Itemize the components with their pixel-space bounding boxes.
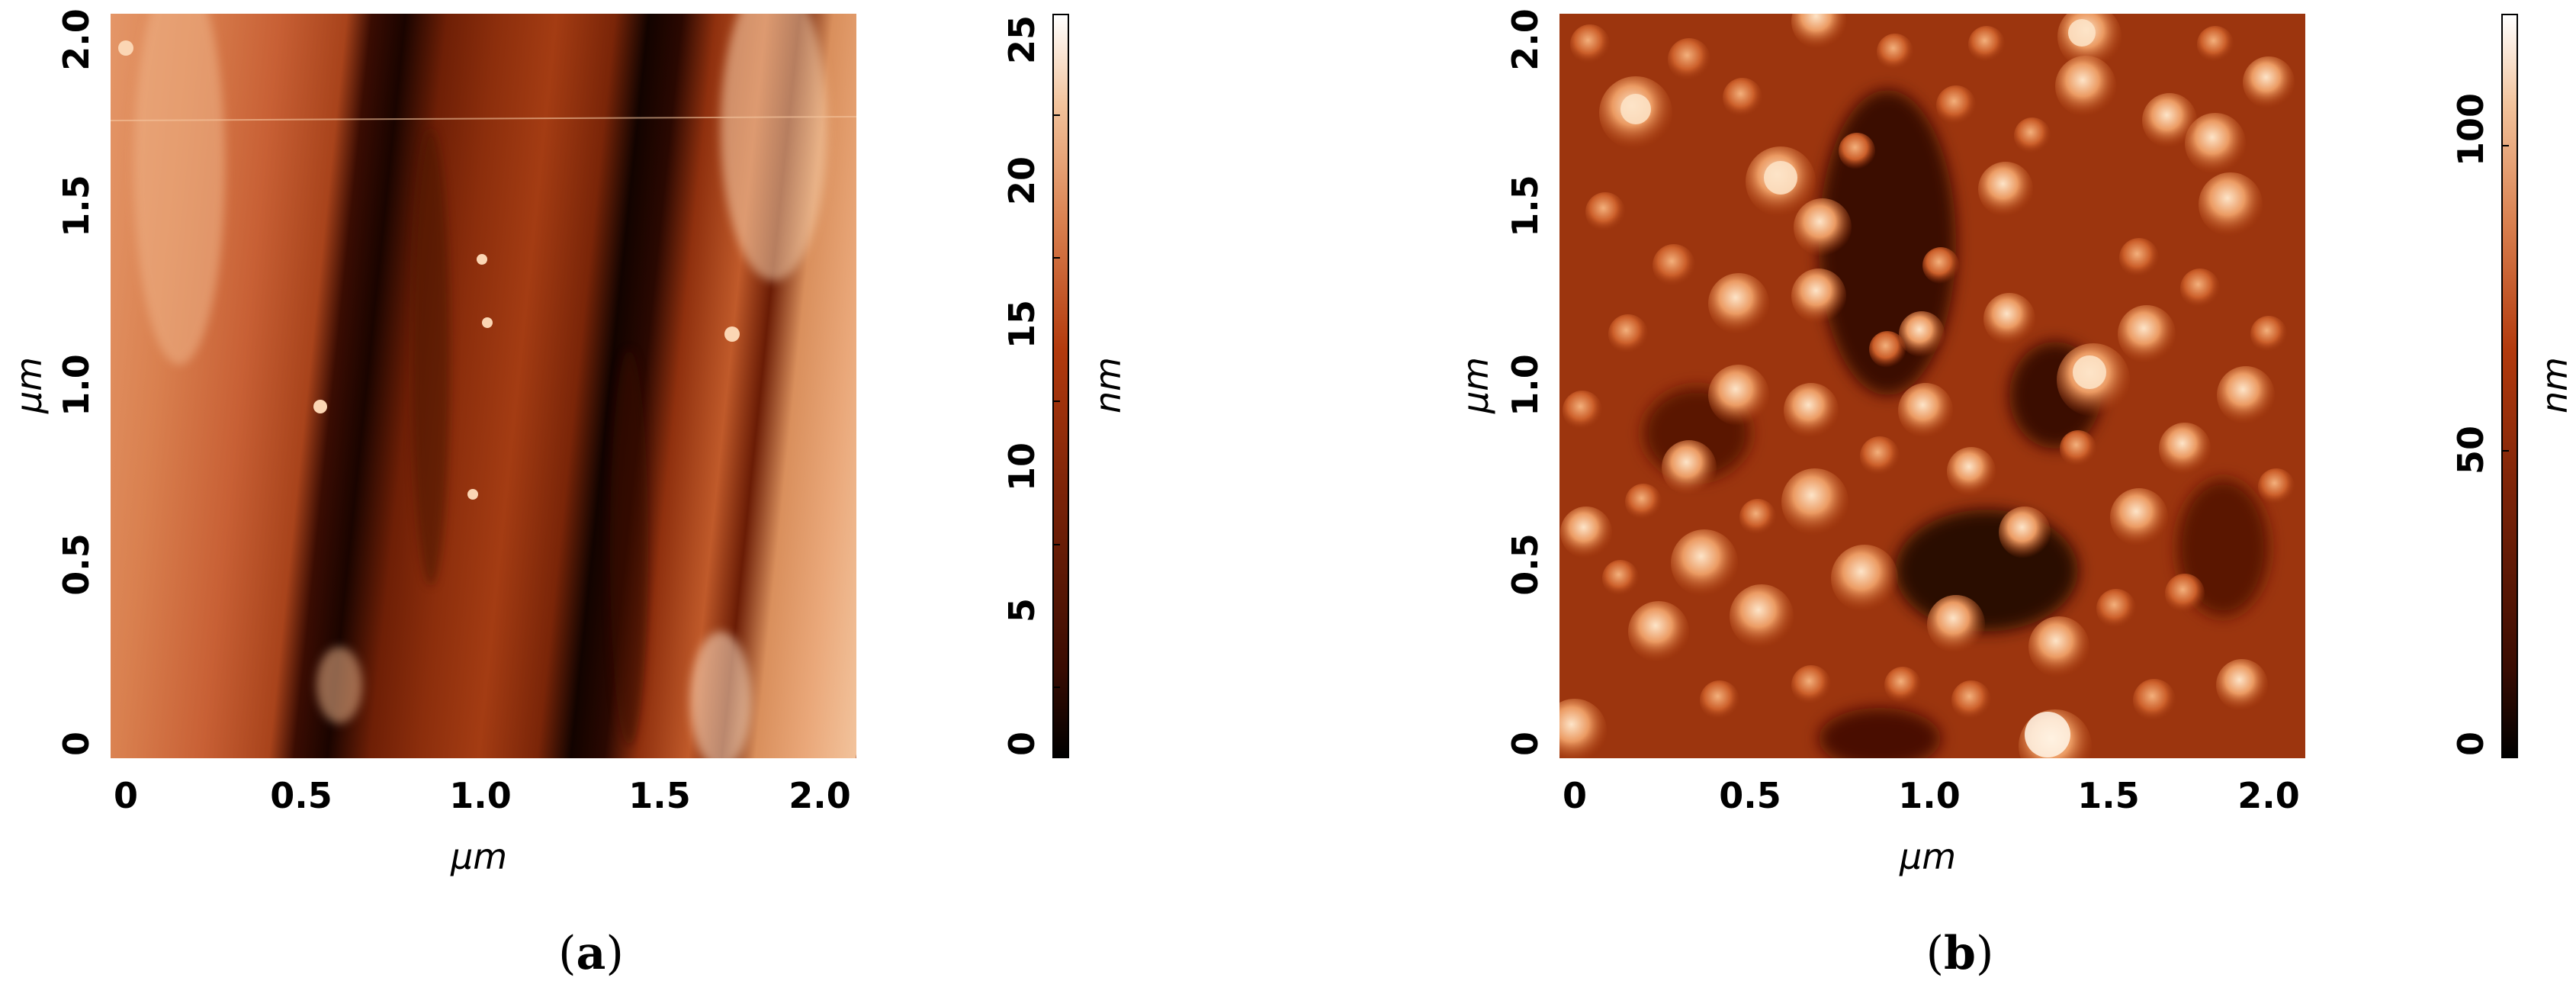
x-tick-label: 0.5 — [1719, 775, 1781, 816]
x-tick-label: 1.5 — [628, 775, 691, 816]
colorbar-tick-label: 0 — [2450, 731, 2491, 757]
x-tick-label: 1.0 — [1898, 775, 1961, 816]
colorbar-tick-label: 15 — [1001, 299, 1042, 349]
colorbar-tick-label: 25 — [1001, 14, 1042, 65]
colorbar-tick-mark — [2501, 145, 2509, 146]
y-tick-label: 1.5 — [56, 175, 97, 237]
colorbar-tick-mark — [2501, 450, 2509, 452]
x-tick-label: 0.5 — [270, 775, 332, 816]
x-tick-label: 0 — [1562, 775, 1588, 816]
y-axis-title: μm — [1455, 356, 1496, 414]
colorbar-tick-label: 0 — [1001, 731, 1042, 757]
afm-texture-a — [111, 14, 856, 758]
y-tick-label: 1.0 — [1505, 354, 1546, 416]
colorbar-tick-label: 50 — [2450, 425, 2491, 475]
colorbar-tick-label: 100 — [2450, 92, 2491, 167]
x-tick-label: 2.0 — [2237, 775, 2300, 816]
x-tick-label: 0 — [113, 775, 139, 816]
afm-height-image-a — [111, 14, 856, 758]
y-axis-title: μm — [8, 356, 50, 414]
afm-texture-b — [1559, 14, 2305, 758]
colorbar-unit: nm — [1087, 357, 1129, 413]
y-tick-label: 1.5 — [1505, 175, 1546, 237]
x-tick-label: 1.5 — [2077, 775, 2140, 816]
y-tick-label: 1.0 — [56, 354, 97, 416]
colorbar-tick-mark — [1052, 257, 1060, 259]
panel-label-a: (a) — [558, 927, 624, 980]
y-tick-label: 0 — [1505, 731, 1546, 757]
x-tick-label: 2.0 — [789, 775, 851, 816]
colorbar-tick-mark — [1052, 544, 1060, 545]
colorbar-b — [2501, 14, 2518, 758]
colorbar-a — [1052, 14, 1069, 758]
y-tick-label: 0.5 — [56, 533, 97, 596]
colorbar-tick-mark — [1052, 114, 1060, 116]
y-tick-label: 2.0 — [56, 8, 97, 71]
x-tick-label: 1.0 — [449, 775, 512, 816]
colorbar-tick-mark — [1052, 400, 1060, 402]
x-axis-title: μm — [450, 836, 508, 877]
colorbar-tick-label: 10 — [1001, 442, 1042, 492]
y-tick-label: 2.0 — [1505, 8, 1546, 71]
y-tick-label: 0.5 — [1505, 533, 1546, 596]
colorbar-tick-label: 5 — [1001, 597, 1042, 623]
colorbar-tick-label: 20 — [1001, 156, 1042, 206]
colorbar-tick-mark — [1052, 687, 1060, 688]
x-axis-title: μm — [1899, 836, 1957, 877]
colorbar-unit: nm — [2534, 357, 2575, 413]
panel-label-b: (b) — [1926, 927, 1994, 980]
y-tick-label: 0 — [56, 731, 97, 757]
afm-height-image-b — [1559, 14, 2305, 758]
